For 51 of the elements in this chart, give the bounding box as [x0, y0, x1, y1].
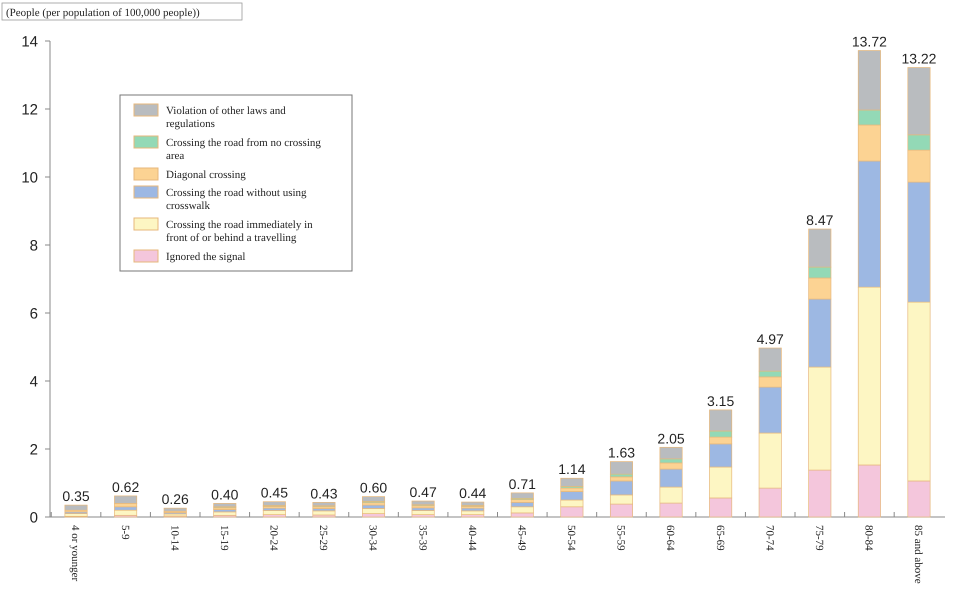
- legend-label: Violation of other laws and regulations: [166, 105, 286, 130]
- total-label: 8.47: [806, 212, 834, 228]
- y-tick-label: 2: [30, 441, 38, 458]
- x-tick-label: 20-24: [268, 525, 280, 552]
- y-tick-label: 4: [30, 373, 38, 390]
- total-label: 0.43: [310, 485, 338, 502]
- x-tick-label: 4 or younger: [69, 525, 82, 582]
- total-label: 0.47: [410, 484, 437, 500]
- total-label: 0.45: [260, 484, 288, 501]
- x-tick-label: 10-14: [168, 525, 180, 552]
- y-tick-label: 10: [21, 169, 38, 186]
- x-tick-label: 85 and above: [912, 525, 924, 584]
- total-label: 13.22: [901, 50, 937, 67]
- x-tick-label: 30-34: [366, 525, 379, 552]
- x-tick-label: 5-9: [118, 525, 131, 540]
- total-label: 4.97: [756, 331, 784, 348]
- x-tick-label: 65-69: [714, 525, 726, 552]
- x-tick-label: 15-19: [218, 525, 230, 552]
- legend-label: Ignored the signal: [166, 251, 246, 263]
- x-tick-label: 80-84: [862, 525, 875, 552]
- y-axis-title: (People (per population of 100,000 people)): [6, 7, 200, 19]
- total-label: 0.62: [112, 478, 140, 495]
- total-label: 1.14: [558, 461, 586, 478]
- x-tick-label: 50-54: [565, 525, 578, 552]
- x-tick-label: 35-39: [416, 525, 428, 552]
- y-tick-label: 14: [21, 33, 38, 50]
- total-label: 1.63: [608, 444, 636, 461]
- x-tick-label: 60-64: [664, 525, 676, 552]
- legend-label: Crossing the road from no crossing area: [166, 137, 322, 162]
- total-label: 0.40: [211, 486, 239, 502]
- total-label: 2.05: [657, 430, 685, 446]
- y-tick-label: 6: [30, 305, 38, 322]
- x-tick-label: 40-44: [466, 525, 478, 552]
- y-tick-label: 12: [21, 101, 38, 118]
- total-label: 0.35: [62, 488, 90, 504]
- x-tick-label: 25-29: [317, 525, 330, 552]
- y-tick-label: 8: [30, 237, 38, 254]
- legend-label: Crossing the road immediately in front of or behind a travelling: [166, 219, 314, 244]
- total-label: 0.26: [162, 491, 190, 508]
- total-label: 0.60: [360, 480, 388, 496]
- total-label: 3.15: [707, 392, 734, 409]
- total-label: 0.44: [459, 485, 487, 502]
- total-label: 0.71: [508, 476, 536, 492]
- x-tick-label: 75-79: [812, 525, 825, 552]
- y-tick-label: 0: [30, 509, 38, 526]
- x-tick-label: 70-74: [763, 525, 776, 552]
- x-tick-label: 55-59: [614, 525, 627, 552]
- legend-label: Diagonal crossing: [166, 169, 246, 181]
- total-label: 13.72: [852, 34, 888, 50]
- x-tick-label: 45-49: [515, 525, 528, 552]
- legend-label: Crossing the road without using crosswalk: [166, 187, 308, 212]
